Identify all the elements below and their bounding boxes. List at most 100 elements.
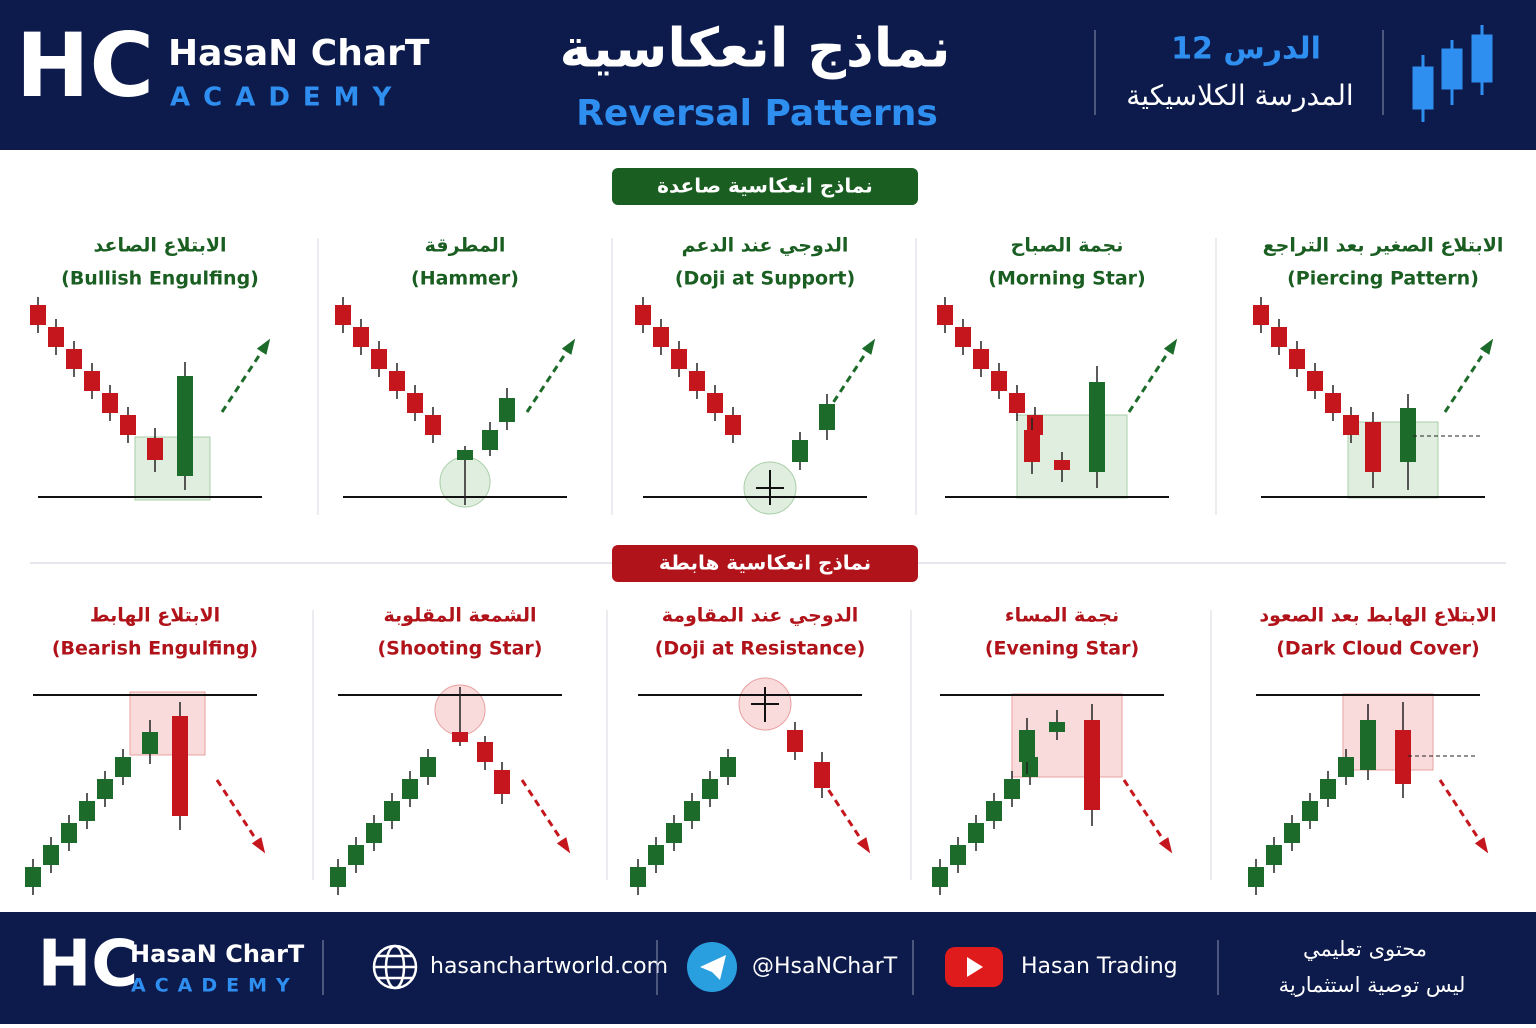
- trend-arrow: [220, 341, 270, 413]
- candle-body: [115, 757, 131, 777]
- candle-body: [684, 801, 700, 821]
- footer-logo: HC: [38, 928, 139, 1002]
- candle-body: [1338, 757, 1354, 777]
- candle-body: [1289, 349, 1305, 369]
- candle-body: [689, 371, 705, 391]
- candle-body: [402, 779, 418, 799]
- candle-body: [973, 349, 989, 369]
- pattern-title-ar: الشمعة المقلوبة: [384, 605, 537, 627]
- pattern-title-ar: الابتلاع الهابط بعد الصعود: [1259, 605, 1496, 627]
- bullish-label: نماذج انعكاسية صاعدة: [657, 174, 873, 198]
- pattern-title-ar: نجمة الصباح: [1011, 235, 1124, 257]
- candle-body: [371, 349, 387, 369]
- candle-body: [1320, 779, 1336, 799]
- candle-body: [97, 779, 113, 799]
- candle-body: [1253, 305, 1269, 325]
- candle-body: [25, 867, 41, 887]
- pattern-highlight: [1342, 693, 1434, 771]
- footer-brand: HasaN CharT: [130, 940, 305, 968]
- candle-body: [986, 801, 1002, 821]
- pattern-title-en: (Piercing Pattern): [1287, 268, 1479, 290]
- bullish-label-bg: [612, 168, 918, 205]
- candle-body: [1360, 720, 1376, 770]
- candle-body: [702, 779, 718, 799]
- candle-body: [666, 823, 682, 843]
- pattern-title-en: (Morning Star): [988, 268, 1145, 290]
- candle-body: [389, 371, 405, 391]
- candle-body: [335, 305, 351, 325]
- pattern-title-en: (Bullish Engulfing): [61, 268, 259, 290]
- candles-icon: [1412, 25, 1493, 122]
- pattern-title-ar: الدوجي عند المقاومة: [662, 605, 859, 627]
- bearish-label-bg: [612, 545, 918, 582]
- website[interactable]: hasanchartworld.com: [430, 954, 668, 979]
- trend-arrow: [1127, 341, 1177, 413]
- trend-arrow: [1438, 779, 1488, 851]
- candle-body: [102, 393, 118, 413]
- candle-body: [1024, 430, 1040, 462]
- candle-body: [1284, 823, 1300, 843]
- trend-arrow: [1443, 341, 1493, 413]
- candle-body: [1400, 408, 1416, 462]
- candle-body: [120, 415, 136, 435]
- telegram[interactable]: @HsaNCharT: [752, 954, 898, 979]
- trend-arrow: [525, 341, 575, 413]
- logo: HC: [16, 14, 154, 117]
- candle-body: [1343, 415, 1359, 435]
- youtube[interactable]: Hasan Trading: [1021, 954, 1178, 979]
- lesson: الدرس 12: [1171, 32, 1321, 67]
- candle-body: [142, 732, 158, 754]
- candle-body: [43, 845, 59, 865]
- arrow-head: [1479, 338, 1494, 355]
- trend-arrow: [820, 779, 870, 851]
- telegram-plane: [700, 955, 726, 980]
- candle-body: [499, 398, 515, 422]
- candle-body: [635, 305, 651, 325]
- candle-body: [1325, 393, 1341, 413]
- pattern-highlight: [129, 691, 206, 756]
- candle-body: [66, 349, 82, 369]
- arrow-head: [256, 338, 271, 355]
- arrow-head: [251, 837, 266, 854]
- brand-name: HasaN CharT: [168, 33, 430, 74]
- trend-arrow: [1122, 779, 1172, 851]
- candle-body: [1271, 327, 1287, 347]
- candle-body: [348, 845, 364, 865]
- pattern-title-ar: الابتلاع الهابط: [90, 605, 220, 627]
- pattern-title-en: (Hammer): [411, 268, 519, 290]
- candle-body: [407, 393, 423, 413]
- arrow-head: [1474, 837, 1489, 854]
- candle-body: [1009, 393, 1025, 413]
- candle-body: [330, 867, 346, 887]
- candle-body: [1395, 730, 1411, 784]
- note-line-1: محتوى تعليمي: [1303, 937, 1427, 961]
- candle-body: [1084, 720, 1100, 810]
- candle-body: [991, 371, 1007, 391]
- candle-body: [1019, 730, 1035, 762]
- pattern-title-ar: الابتلاع الصاعد: [93, 235, 226, 257]
- pattern-title-en: (Dark Cloud Cover): [1276, 638, 1479, 660]
- candle-body: [720, 757, 736, 777]
- candle-body: [177, 376, 193, 476]
- candle-body: [1365, 422, 1381, 472]
- candle-body: [653, 327, 669, 347]
- youtube-play: [967, 957, 983, 977]
- arrow-head: [1163, 338, 1178, 355]
- candle-body: [1266, 845, 1282, 865]
- candle-body: [48, 327, 64, 347]
- pattern-title-ar: نجمة المساء: [1005, 605, 1119, 627]
- candle-body: [671, 349, 687, 369]
- pattern-title-ar: الابتلاع الصغير بعد التراجع: [1263, 235, 1504, 257]
- candle-body: [955, 327, 971, 347]
- trend-arrow: [520, 779, 570, 851]
- candle-body: [384, 801, 400, 821]
- candle-body: [457, 450, 473, 460]
- candle-body: [932, 867, 948, 887]
- candle-body: [147, 438, 163, 460]
- brand-sub: ACADEMY: [170, 83, 404, 113]
- footer-brand-sub: ACADEMY: [131, 975, 299, 997]
- candle-body: [1307, 371, 1323, 391]
- candle-body: [172, 716, 188, 816]
